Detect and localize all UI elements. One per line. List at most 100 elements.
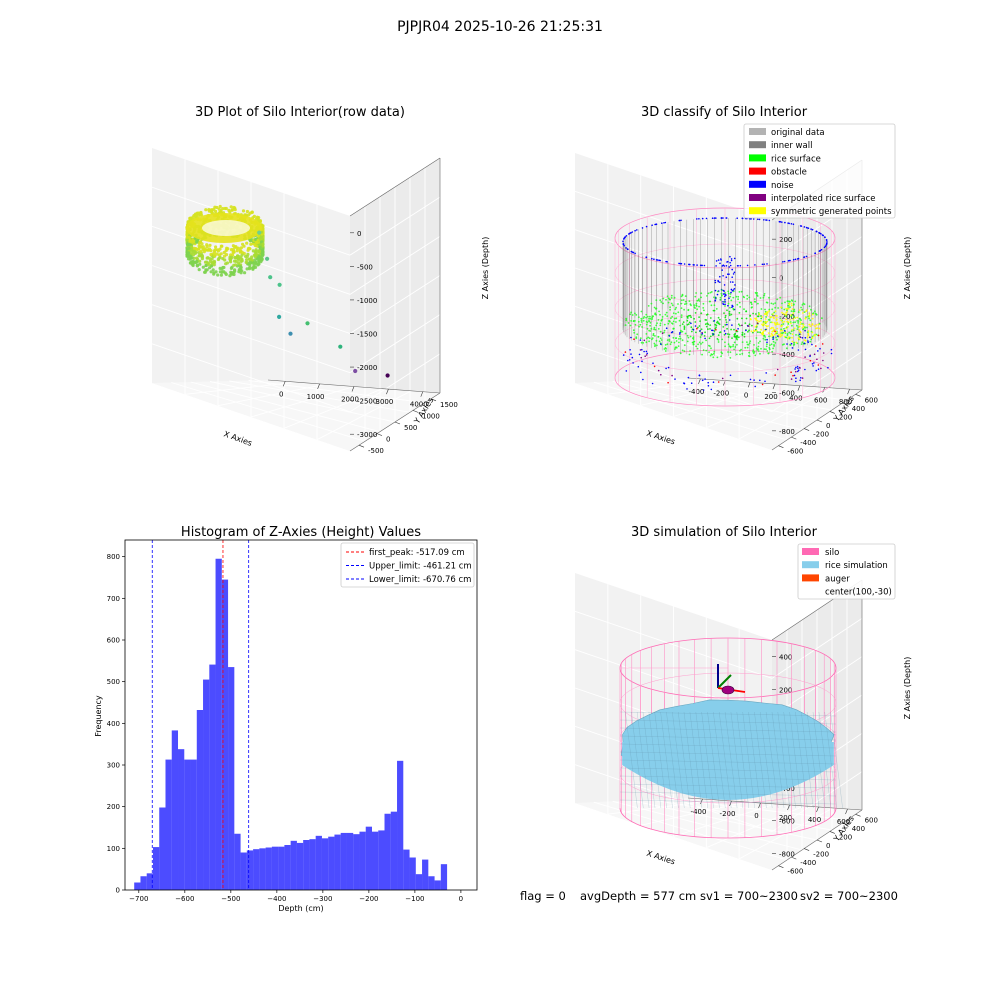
rice-surface-point bbox=[748, 351, 750, 354]
symmetric-point bbox=[772, 313, 775, 315]
noise-point bbox=[720, 259, 722, 261]
rice-surface-point bbox=[677, 311, 680, 314]
symmetric-point bbox=[817, 323, 820, 326]
scatter-point bbox=[641, 348, 643, 351]
raw-ring-point bbox=[199, 213, 203, 217]
histogram-bar bbox=[203, 679, 210, 890]
rice-surface-point bbox=[749, 301, 752, 304]
rice-surface-point bbox=[695, 302, 698, 305]
rice-surface-point bbox=[780, 328, 782, 331]
rice-surface-point bbox=[728, 312, 731, 315]
rice-surface-point bbox=[721, 338, 724, 341]
rice-mesh-line bbox=[660, 711, 673, 809]
symmetric-point bbox=[773, 333, 776, 336]
noise-point bbox=[736, 217, 738, 219]
noise-point bbox=[622, 240, 624, 243]
scatter-point bbox=[665, 327, 668, 330]
raw-outlier-point bbox=[277, 314, 282, 319]
y-tick-label: 0 bbox=[826, 422, 830, 430]
scatter-point bbox=[639, 339, 642, 341]
rice-mesh-line bbox=[760, 711, 773, 809]
rice-surface-point bbox=[631, 314, 634, 316]
rice-surface-point bbox=[669, 308, 671, 311]
rice-surface-point bbox=[645, 337, 648, 340]
raw-ring-point bbox=[239, 271, 243, 275]
histogram-bar bbox=[259, 848, 266, 890]
raw-ring-point bbox=[195, 264, 199, 268]
symmetric-point bbox=[812, 313, 814, 316]
rice-surface-point bbox=[645, 313, 648, 316]
rice-surface-point bbox=[748, 342, 751, 344]
panel-simulation: 3D simulation of Silo Interior -400 -200 0… bbox=[574, 525, 912, 876]
rice-surface-point bbox=[693, 317, 695, 320]
rice-surface-point bbox=[697, 343, 699, 346]
rice-surface-point bbox=[719, 331, 722, 334]
scatter-point bbox=[813, 353, 816, 356]
silo-bottom-rim bbox=[619, 807, 837, 839]
rice-surface-point bbox=[632, 329, 635, 332]
scatter-point bbox=[821, 343, 824, 345]
scatter-point bbox=[772, 336, 775, 338]
noise-point bbox=[823, 246, 826, 249]
raw-ring-point bbox=[253, 243, 257, 247]
scatter-point bbox=[665, 367, 667, 370]
rice-surface-point bbox=[714, 323, 717, 326]
rice-surface-point bbox=[800, 343, 803, 345]
noise-point bbox=[699, 264, 702, 267]
rice-surface-point bbox=[693, 340, 695, 343]
y-tick-mark bbox=[412, 410, 419, 413]
legend-swatch bbox=[749, 128, 766, 135]
histogram-bar bbox=[152, 847, 160, 890]
rice-surface-point bbox=[785, 315, 787, 318]
rice-surface-point bbox=[657, 336, 660, 338]
scatter-point bbox=[667, 381, 669, 384]
scatter-point bbox=[668, 335, 671, 337]
noise-point bbox=[731, 304, 733, 307]
rice-surface-point bbox=[688, 321, 691, 324]
y-tick-label: 1500 bbox=[440, 401, 458, 409]
y-tick-mark bbox=[829, 411, 835, 414]
symmetric-point bbox=[764, 318, 767, 320]
rice-surface-point bbox=[799, 318, 801, 320]
x-tick-label: 0 bbox=[279, 390, 283, 398]
rice-surface-point bbox=[700, 328, 703, 331]
symmetric-point bbox=[799, 321, 802, 324]
rice-mesh-line bbox=[730, 711, 744, 809]
y-tick-mark bbox=[430, 398, 437, 402]
rice-surface-point bbox=[642, 342, 645, 344]
rice-surface-point bbox=[792, 310, 795, 313]
scatter-point bbox=[820, 367, 822, 370]
x-tick-label: 1000 bbox=[307, 393, 325, 401]
noise-point bbox=[799, 225, 802, 227]
noise-point bbox=[732, 273, 735, 275]
histogram-bar bbox=[340, 832, 347, 890]
raw-ring-point bbox=[213, 254, 217, 258]
legend-swatch bbox=[802, 561, 819, 569]
symmetric-point bbox=[780, 319, 783, 322]
histogram-bar bbox=[334, 834, 341, 890]
raw-ring-point bbox=[245, 267, 249, 271]
scatter-point bbox=[698, 374, 701, 377]
rice-surface-point bbox=[690, 316, 692, 319]
symmetric-point bbox=[790, 302, 793, 305]
symmetric-point bbox=[794, 317, 797, 319]
rice-surface-point bbox=[656, 344, 658, 347]
rice-surface-point bbox=[728, 310, 731, 313]
symmetric-point bbox=[798, 329, 801, 332]
y-tick-mark bbox=[358, 444, 365, 448]
symmetric-point bbox=[754, 326, 757, 328]
rice-surface-point bbox=[764, 338, 767, 341]
histogram-bar bbox=[140, 876, 147, 890]
rice-surface-point bbox=[672, 336, 675, 339]
panel-classify-axes bbox=[574, 153, 863, 451]
rice-surface-point bbox=[743, 333, 746, 335]
rice-surface-point bbox=[642, 317, 645, 319]
rice-surface-point bbox=[695, 331, 697, 334]
rice-surface-point bbox=[686, 315, 689, 318]
raw-ring-point bbox=[209, 264, 214, 268]
y-tick-mark bbox=[816, 419, 823, 423]
rice-surface-point bbox=[810, 338, 813, 341]
scatter-point bbox=[817, 368, 820, 371]
y-tick-mark bbox=[778, 865, 784, 868]
noise-point bbox=[715, 217, 717, 219]
